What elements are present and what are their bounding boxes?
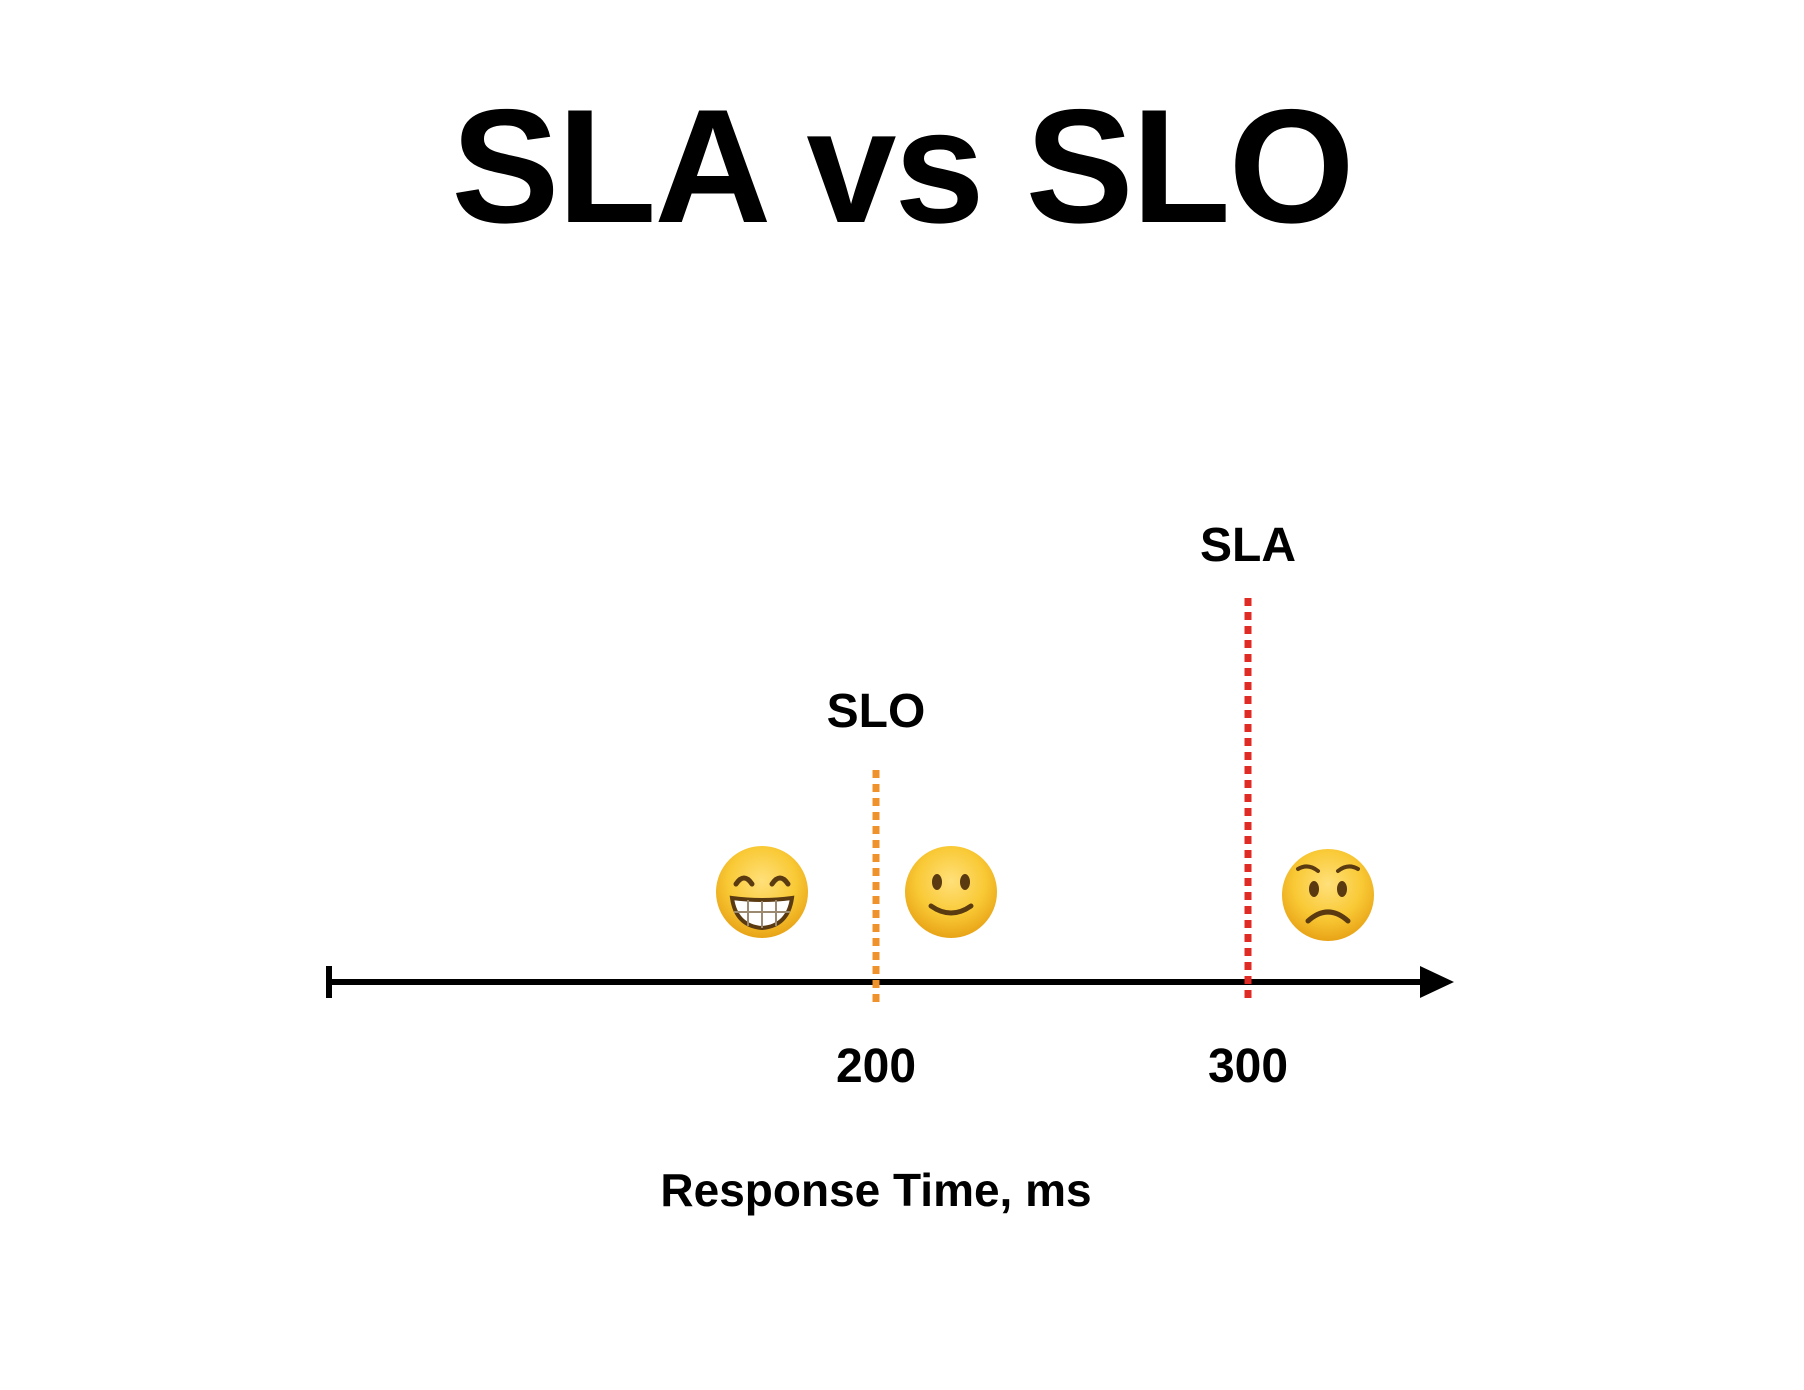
- slo-label: SLO: [826, 685, 926, 738]
- axis-arrow-head: [1420, 966, 1454, 998]
- worried-face-icon: [1282, 849, 1374, 941]
- tick-label-200: 200: [835, 1040, 917, 1093]
- slightly-smiling-face-icon: [905, 846, 997, 938]
- tick-label-300: 300: [1207, 1040, 1289, 1093]
- time-axis: [326, 966, 1454, 998]
- axis-title: Response Time, ms: [660, 1164, 1092, 1216]
- page-title: SLA vs SLO: [451, 76, 1354, 257]
- grinning-face-icon: [716, 846, 808, 938]
- sla-label: SLA: [1200, 519, 1296, 572]
